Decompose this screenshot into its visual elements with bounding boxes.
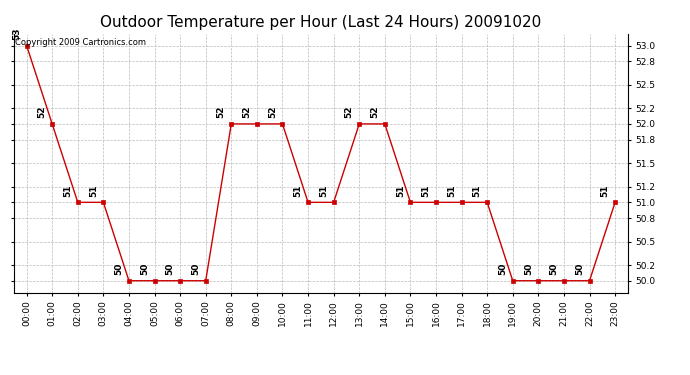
Text: 51: 51 bbox=[293, 184, 302, 197]
Text: 51: 51 bbox=[89, 184, 98, 197]
Text: 50: 50 bbox=[166, 263, 175, 275]
Text: 51: 51 bbox=[396, 184, 405, 197]
Text: 52: 52 bbox=[345, 106, 354, 118]
Text: 51: 51 bbox=[63, 184, 72, 197]
Text: 51: 51 bbox=[473, 184, 482, 197]
Text: 52: 52 bbox=[242, 106, 251, 118]
Text: 50: 50 bbox=[549, 263, 558, 275]
Text: Copyright 2009 Cartronics.com: Copyright 2009 Cartronics.com bbox=[15, 38, 146, 46]
Text: 52: 52 bbox=[268, 106, 277, 118]
Text: 50: 50 bbox=[115, 263, 124, 275]
Text: 53: 53 bbox=[12, 27, 21, 40]
Text: 50: 50 bbox=[191, 263, 200, 275]
Text: 51: 51 bbox=[600, 184, 609, 197]
Text: 50: 50 bbox=[140, 263, 149, 275]
Text: 51: 51 bbox=[422, 184, 431, 197]
Text: 51: 51 bbox=[447, 184, 456, 197]
Text: 51: 51 bbox=[319, 184, 328, 197]
Text: 52: 52 bbox=[371, 106, 380, 118]
Text: 50: 50 bbox=[524, 263, 533, 275]
Text: 52: 52 bbox=[38, 106, 47, 118]
Text: 50: 50 bbox=[498, 263, 507, 275]
Title: Outdoor Temperature per Hour (Last 24 Hours) 20091020: Outdoor Temperature per Hour (Last 24 Ho… bbox=[100, 15, 542, 30]
Text: 50: 50 bbox=[575, 263, 584, 275]
Text: 52: 52 bbox=[217, 106, 226, 118]
